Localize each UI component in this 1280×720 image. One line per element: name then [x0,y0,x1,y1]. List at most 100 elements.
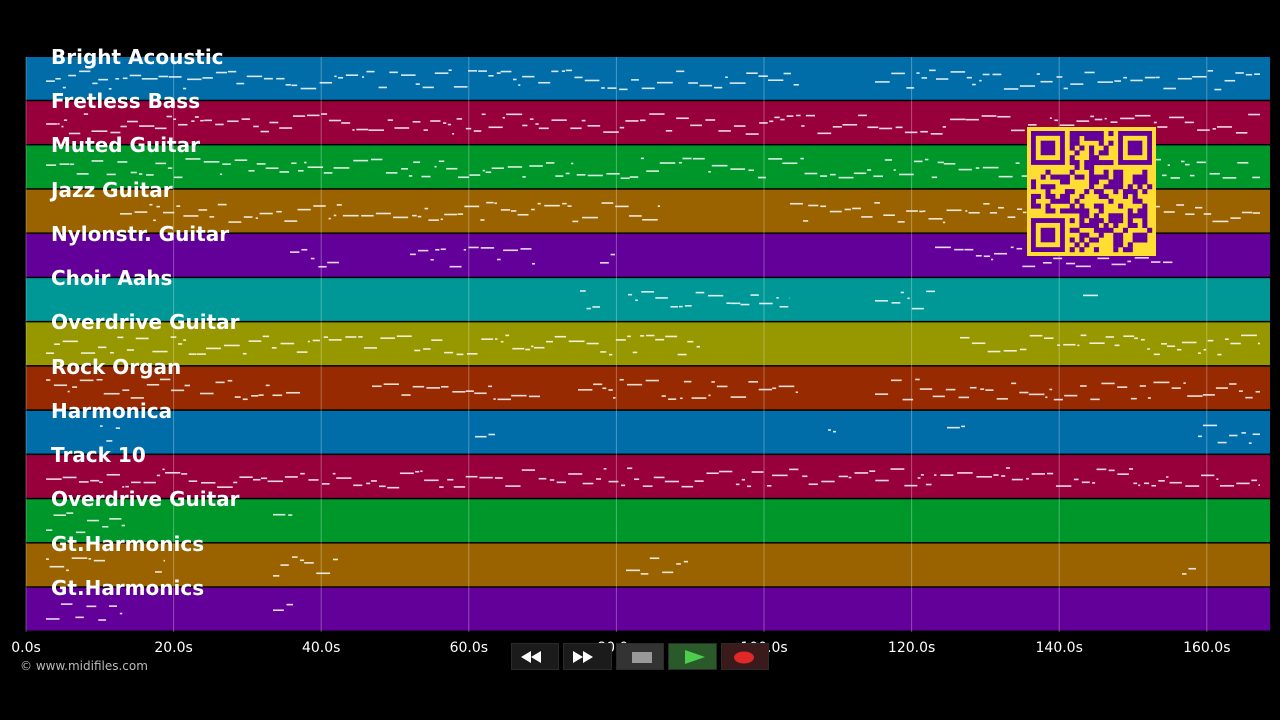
midi-note [917,477,921,479]
midi-note [802,475,808,478]
midi-note [942,126,946,128]
midi-note [684,305,692,307]
midi-note [333,214,337,217]
midi-note [453,86,468,88]
midi-note [70,163,75,166]
midi-note [338,76,344,79]
midi-note [957,472,973,474]
midi-note [776,297,779,299]
fast-forward-button[interactable] [563,643,612,670]
midi-note [531,208,535,211]
midi-note [288,514,293,516]
record-button[interactable] [720,643,770,670]
midi-note [413,161,421,164]
midi-note [97,346,107,349]
midi-note [529,165,543,167]
midi-note [494,338,498,340]
midi-note [1134,257,1149,259]
midi-note [66,512,74,514]
midi-note [138,173,143,175]
midi-note [1010,129,1025,132]
midi-note [358,336,363,338]
midi-note [1028,393,1045,396]
midi-note [627,335,631,338]
midi-note [518,84,521,86]
midi-note [1169,116,1184,119]
midi-note [1241,432,1246,434]
midi-note [632,351,638,354]
midi-note [1169,481,1182,484]
midi-note [468,246,479,249]
midi-note [1097,81,1113,83]
midi-note [385,172,398,174]
midi-note [774,116,780,119]
play-button[interactable] [668,643,717,670]
midi-note [115,427,120,429]
midi-note [1203,348,1207,351]
midi-note [1031,473,1045,475]
midi-note [1196,161,1206,164]
midi-note [619,88,628,91]
midi-note [965,210,968,212]
midi-note [46,558,49,560]
midi-note [1224,79,1236,82]
midi-note [1139,385,1146,387]
midi-note [75,616,84,619]
midi-note [117,161,128,163]
midi-note [488,74,494,77]
midi-note [361,214,374,217]
midi-note [1241,211,1253,214]
track-name-label: Bright Acoustic [51,45,224,69]
midi-note [251,395,259,397]
midi-note [478,70,487,72]
midi-note [300,87,317,90]
midi-note [286,391,300,394]
midi-note [284,220,298,222]
midi-note [307,166,324,169]
midi-note [1021,175,1028,177]
midi-note [1198,352,1201,354]
midi-note [61,125,64,128]
midi-note [332,472,336,475]
midi-note [284,476,298,478]
midi-note [1111,263,1126,266]
midi-note [538,81,551,84]
midi-note [828,429,831,431]
midi-note [1161,343,1168,345]
midi-note [1248,442,1252,444]
midi-note [1015,162,1020,164]
midi-note [1147,397,1151,399]
midi-note [838,176,854,179]
rewind-button[interactable] [511,643,560,670]
midi-note [867,126,879,129]
midi-note [279,171,290,173]
midi-note [1045,396,1048,399]
midi-note [989,212,998,214]
midi-note [1134,114,1151,117]
midi-note [453,486,466,488]
midi-note [304,562,314,564]
time-tick-label: 20.0s [154,640,193,656]
midi-note [53,384,68,387]
midi-note [130,171,137,174]
midi-note [424,479,439,482]
midi-note [415,83,420,85]
midi-note [488,433,495,436]
midi-note [68,132,81,135]
midi-note [106,173,116,176]
midi-note [389,71,398,74]
midi-note [90,479,100,482]
midi-note [1158,480,1165,482]
midi-note [690,124,703,127]
midi-note [983,255,991,258]
midi-note [280,564,289,566]
midi-note [181,473,188,475]
track-lane [26,322,1270,366]
midi-note [1167,345,1176,348]
midi-note [215,123,224,126]
midi-note [656,81,673,84]
midi-note [586,307,591,310]
midi-note [741,478,745,481]
stop-button[interactable] [615,643,665,670]
midi-note [468,70,478,72]
